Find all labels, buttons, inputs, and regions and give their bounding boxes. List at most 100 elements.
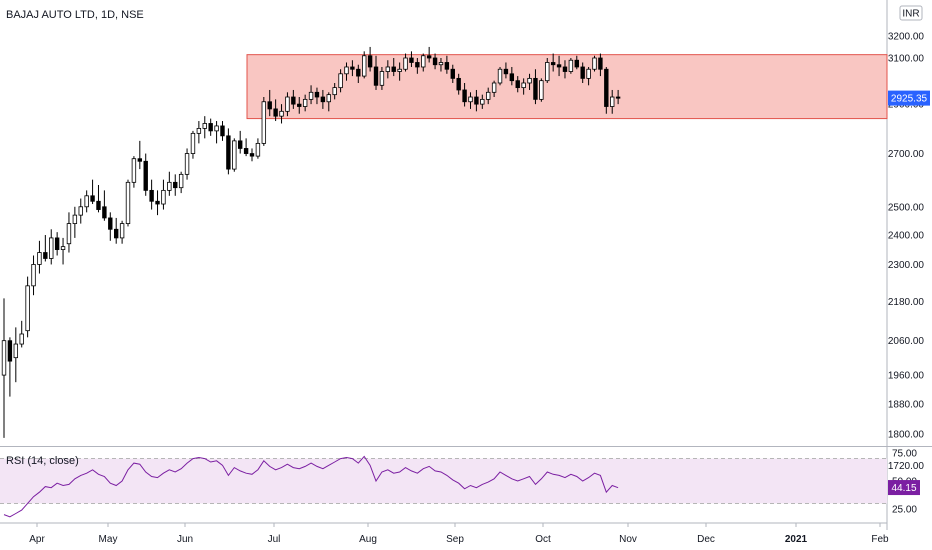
candle-body xyxy=(291,96,296,105)
candle xyxy=(598,53,603,77)
candle-body xyxy=(167,181,172,191)
chart-title: BAJAJ AUTO LTD, 1D, NSE xyxy=(6,9,144,21)
candle-body xyxy=(119,223,125,239)
candle xyxy=(66,212,72,253)
candle xyxy=(25,276,30,338)
candle-body xyxy=(43,252,48,259)
candle xyxy=(320,89,326,109)
candle xyxy=(391,58,396,77)
time-tick-label: Nov xyxy=(619,534,637,545)
candle xyxy=(232,138,237,172)
candle xyxy=(480,94,485,109)
candle xyxy=(90,179,95,205)
candle-body xyxy=(214,125,219,132)
time-tick-label: Aug xyxy=(359,534,377,545)
candle-body xyxy=(232,140,237,170)
candle-body xyxy=(592,57,597,70)
candle-body xyxy=(326,94,331,103)
candle-body xyxy=(444,62,450,70)
candle xyxy=(54,232,60,256)
candle xyxy=(592,55,597,72)
candle-body xyxy=(450,68,455,79)
candle xyxy=(167,171,172,196)
candle-body xyxy=(261,101,267,144)
candle xyxy=(527,73,532,90)
candle xyxy=(108,212,113,241)
candle xyxy=(190,130,196,159)
candle xyxy=(497,66,503,86)
rsi-band xyxy=(0,458,887,504)
candle xyxy=(60,237,66,265)
candle-body xyxy=(379,71,385,86)
candle-body xyxy=(66,223,72,245)
candle-body xyxy=(84,195,89,208)
candle xyxy=(161,179,166,210)
time-tick-label: 2021 xyxy=(785,534,808,545)
time-tick-label: Jun xyxy=(177,534,193,545)
currency-badge[interactable]: INR xyxy=(899,5,923,21)
candle-body xyxy=(562,66,568,72)
candle xyxy=(220,121,225,141)
candle xyxy=(491,80,497,98)
candle xyxy=(550,53,556,72)
candle-body xyxy=(509,73,515,82)
candle xyxy=(49,229,54,265)
candle-body xyxy=(308,91,314,100)
candle-body xyxy=(527,77,532,84)
candle xyxy=(102,190,107,221)
candle xyxy=(208,118,213,136)
candle-body xyxy=(90,195,95,202)
candle-body xyxy=(344,66,349,75)
candle-body xyxy=(285,96,290,112)
candle-body xyxy=(1,340,7,376)
candle-body xyxy=(25,285,30,332)
price-tick-label: 2060.00 xyxy=(888,336,925,347)
candle xyxy=(350,60,355,77)
candle xyxy=(539,78,544,102)
candle-body xyxy=(54,237,60,250)
price-tick-label: 1800.00 xyxy=(888,430,925,441)
candle xyxy=(586,66,591,86)
candle xyxy=(468,92,473,109)
candle xyxy=(556,55,562,77)
candle-body xyxy=(556,64,562,68)
candle-body xyxy=(604,68,609,107)
candle-body xyxy=(279,110,284,117)
candle-body xyxy=(273,108,278,117)
candle-body xyxy=(143,160,148,191)
price-tick-label: 1880.00 xyxy=(888,399,925,410)
candle xyxy=(196,121,202,144)
candle xyxy=(255,138,261,159)
candle xyxy=(486,87,491,105)
price-tick-label: 2300.00 xyxy=(888,260,925,271)
candle xyxy=(308,85,314,105)
candle xyxy=(214,121,219,144)
price-tick-label: 1720.00 xyxy=(888,461,925,472)
candle xyxy=(149,179,154,210)
candle xyxy=(131,156,137,188)
candle-body xyxy=(598,57,603,70)
candle-body xyxy=(391,66,396,72)
candle xyxy=(432,53,438,70)
candle-body xyxy=(237,140,243,149)
candle-body xyxy=(545,62,550,82)
candle xyxy=(249,148,255,162)
candle xyxy=(356,64,361,83)
candle xyxy=(302,94,308,112)
candle xyxy=(326,92,331,112)
candle xyxy=(580,62,585,83)
candle xyxy=(509,66,515,86)
candle xyxy=(385,60,391,79)
candle xyxy=(515,76,520,93)
candle xyxy=(143,153,148,196)
candle-body xyxy=(31,264,36,287)
candle-body xyxy=(332,87,337,96)
time-tick-label: Dec xyxy=(697,534,715,545)
time-tick-label: Sep xyxy=(446,534,464,545)
price-tick-label: 1960.00 xyxy=(888,371,925,382)
candle-body xyxy=(497,68,503,84)
candle-body xyxy=(397,68,402,72)
candle xyxy=(462,82,467,107)
candle-body xyxy=(125,181,131,224)
candle xyxy=(456,73,461,95)
